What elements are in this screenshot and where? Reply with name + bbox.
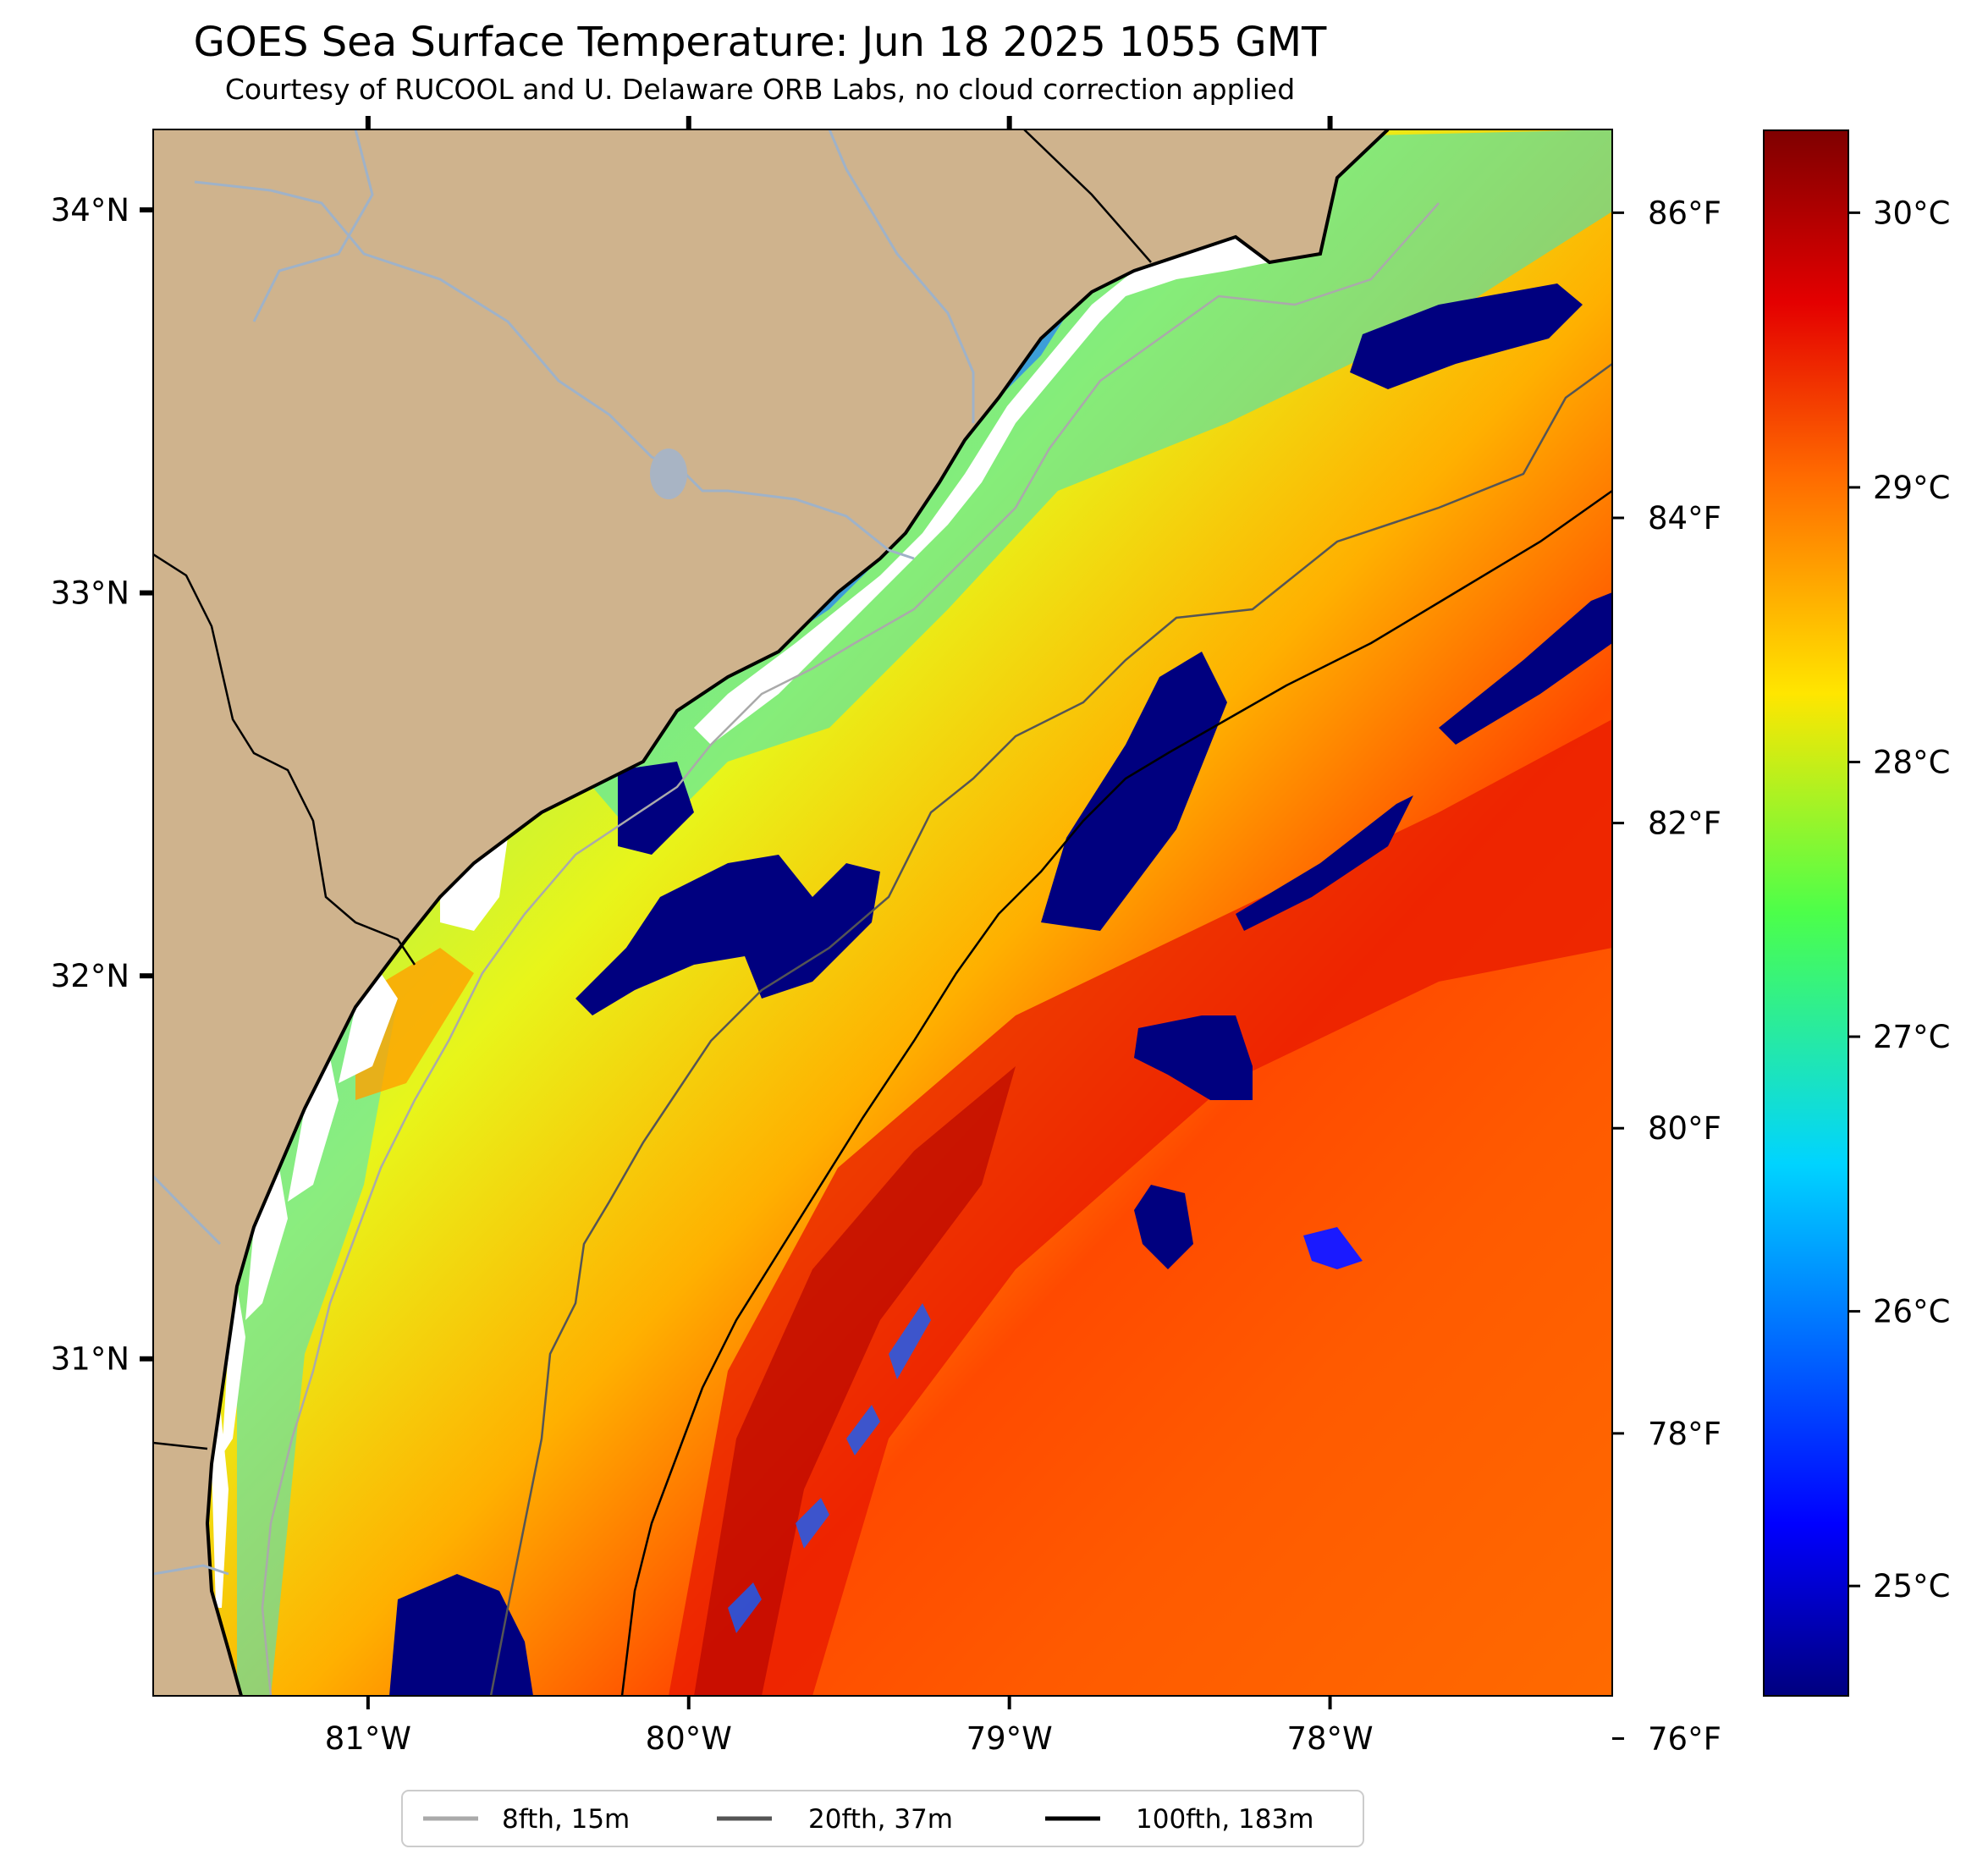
nearshore-cool-water [592, 129, 1612, 846]
isobath-8fth [261, 202, 1440, 1696]
lon-tick-label: 81°W [325, 1720, 411, 1757]
state-border-ga-fl [153, 1441, 208, 1450]
colorbar-tick-label: 28°C [1873, 744, 1950, 780]
lat-tick-label: 32°N [51, 958, 129, 994]
cloud-patch [575, 855, 880, 1015]
map-plot-area [153, 129, 1612, 1696]
cloud-patch [1134, 1015, 1253, 1100]
cloud-patch [618, 762, 694, 855]
fahrenheit-tick-label: 86°F [1648, 195, 1721, 231]
gulf-stream-hot-filament [694, 1066, 1016, 1696]
legend-label-100fth: 100fth, 183m [1136, 1804, 1313, 1835]
lat-tick-label: 34°N [51, 192, 129, 228]
colorbar [1763, 129, 1849, 1697]
fahrenheit-tick-label: 78°F [1648, 1416, 1721, 1452]
cloud-patch [1350, 283, 1583, 389]
lon-tick-label: 80°W [646, 1720, 732, 1757]
colorbar-ticks: 30°C 29°C 28°C 27°C 26°C 25°C [1848, 195, 1950, 1604]
cloud-patch [1439, 592, 1612, 745]
river [252, 129, 374, 322]
river [153, 1175, 229, 1576]
fahrenheit-tick-label: 82°F [1648, 806, 1721, 842]
colorbar-tick-label: 25°C [1873, 1568, 1950, 1604]
cloud-patch [1041, 652, 1227, 931]
lat-tick-label: 31°N [51, 1341, 129, 1378]
fahrenheit-tick-label: 76°F [1648, 1720, 1721, 1757]
gulf-stream-core [669, 719, 1612, 1696]
colorbar-tick-label: 29°C [1873, 470, 1950, 506]
river [828, 129, 975, 423]
lon-tick-label: 78°W [1286, 1720, 1373, 1757]
isobath-legend: 8fth, 15m 20fth, 37m 100fth, 183m [401, 1790, 1364, 1847]
land [153, 129, 1388, 1696]
state-border-nc-sc [1023, 129, 1152, 263]
colorbar-tick-label: 30°C [1873, 195, 1950, 231]
coastal-no-data [694, 237, 1269, 745]
isobath-100fth [620, 489, 1612, 1696]
map-title: GOES Sea Surface Temperature: Jun 18 202… [193, 19, 1327, 66]
fahrenheit-tick-label: 84°F [1648, 500, 1721, 537]
cool-filaments [728, 1303, 931, 1633]
coastline [205, 129, 1390, 1696]
map-frame [152, 129, 1613, 1697]
state-border-sc-ga [153, 553, 416, 966]
cloud-patch [1134, 1185, 1193, 1269]
colorbar-tick-label: 26°C [1873, 1294, 1950, 1330]
map-subtitle: Courtesy of RUCOOL and U. Delaware ORB L… [224, 73, 1296, 106]
river [194, 180, 915, 560]
isobath-20fth [489, 362, 1612, 1696]
legend-label-20fth: 20fth, 37m [808, 1804, 953, 1835]
colorbar-tick-label: 27°C [1873, 1019, 1950, 1055]
cloud-patch [1303, 1227, 1363, 1269]
fahrenheit-tick-label: 80°F [1648, 1110, 1721, 1147]
axis-ticks: 81°W 80°W 79°W 78°W 34°N 33°N 32°N 31°N 86°F 84°F… [51, 116, 1721, 1757]
lat-tick-label: 33°N [51, 575, 129, 612]
cloud-patch [1236, 795, 1413, 931]
lon-tick-label: 79°W [966, 1720, 1053, 1757]
coastal-no-data [212, 838, 508, 1608]
legend-box [401, 1790, 1364, 1847]
legend-label-8fth: 8fth, 15m [502, 1804, 630, 1835]
lake-marion [650, 448, 687, 499]
